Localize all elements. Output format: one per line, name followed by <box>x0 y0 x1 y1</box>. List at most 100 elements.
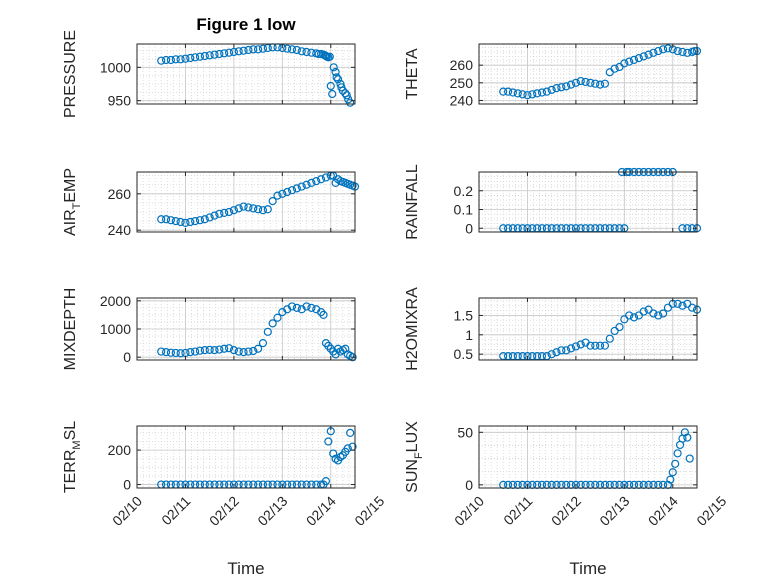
data-point <box>346 98 355 107</box>
data-point <box>215 209 224 218</box>
data-point <box>336 452 345 462</box>
data-point <box>220 208 229 218</box>
x-tick-label: 02/13 <box>254 493 290 529</box>
data-point <box>566 80 576 89</box>
data-point <box>157 56 166 65</box>
data-point <box>605 334 614 343</box>
data-point <box>312 176 321 186</box>
data-point <box>513 89 522 98</box>
data-point <box>685 454 694 463</box>
data-point <box>191 216 200 226</box>
data-point <box>547 85 556 94</box>
data-point <box>263 205 272 214</box>
data-point <box>176 349 185 358</box>
data-point <box>654 311 663 320</box>
data-point <box>302 180 311 189</box>
y-axis-label: PRESSURE <box>62 30 79 118</box>
data-point <box>220 344 229 353</box>
data-point <box>523 91 532 100</box>
data-point <box>302 47 311 57</box>
data-point <box>166 348 176 357</box>
y-tick-label: 200 <box>108 442 132 458</box>
data-point <box>576 76 585 86</box>
data-point <box>283 187 292 197</box>
data-point <box>639 52 648 61</box>
data-point <box>683 433 692 442</box>
y-tick-label: 950 <box>108 93 132 109</box>
y-tick-label: 2000 <box>100 293 131 309</box>
data-point <box>321 477 331 486</box>
data-point <box>191 347 200 356</box>
subplot-sunlux: 0 50 SUNFLUX 02/10 02/11 02/12 02/13 02/14 02/15 <box>404 421 729 529</box>
data-point <box>343 444 352 453</box>
data-point <box>244 347 253 356</box>
data-point <box>610 64 619 73</box>
x-tick-label: 02/11 <box>500 493 536 529</box>
data-point <box>329 63 338 72</box>
data-point <box>658 45 668 54</box>
data-point <box>292 45 301 55</box>
data-point <box>268 196 277 206</box>
data-point <box>596 341 605 350</box>
data-point <box>673 449 682 458</box>
data-point <box>668 468 677 477</box>
data-point <box>244 45 253 55</box>
subplot-airemp: 240 260 AIRTEMP <box>62 168 360 238</box>
y-axis-label-main: AIR <box>62 209 79 236</box>
subplot-h2omixra: 0.5 1 1.5 H2OMIXRA <box>404 287 702 371</box>
data-point <box>302 302 311 311</box>
data-point <box>683 48 692 57</box>
x-tick-label: 02/14 <box>645 493 681 529</box>
data-point <box>542 87 551 96</box>
data-point <box>537 88 547 97</box>
data-point <box>600 79 610 88</box>
data-point <box>503 87 513 96</box>
data-point <box>331 67 340 77</box>
data-point <box>581 77 590 87</box>
data-point <box>644 305 653 314</box>
data-point <box>321 173 331 182</box>
data-point <box>629 313 639 322</box>
data-point <box>287 45 297 54</box>
data-point <box>547 350 556 359</box>
data-point <box>186 348 195 357</box>
y-tick-label: 1000 <box>100 321 131 337</box>
data-point <box>200 346 209 355</box>
data-point <box>224 207 234 217</box>
y-tick-label: 1 <box>465 327 473 343</box>
y-tick-label: 0.1 <box>454 202 474 218</box>
data-point <box>671 459 680 468</box>
data-point <box>254 45 263 54</box>
y-axis-label: MIXDEPTH <box>62 288 79 371</box>
data-point <box>571 78 580 87</box>
data-point <box>533 89 542 98</box>
x-tick-label: 02/11 <box>158 493 194 529</box>
data-point <box>297 182 306 191</box>
data-point <box>157 347 166 356</box>
data-point <box>678 301 687 310</box>
y-axis-label-tail: SL <box>62 421 79 441</box>
data-point <box>210 346 219 355</box>
y-axis-label-main: PRESSURE <box>62 30 79 118</box>
data-point <box>161 215 171 224</box>
data-point <box>181 54 190 63</box>
data-point <box>229 346 238 355</box>
data-point <box>683 299 692 308</box>
data-point <box>552 348 561 357</box>
data-point <box>249 204 258 213</box>
data-point <box>332 73 341 82</box>
data-point <box>333 75 343 84</box>
data-point <box>654 46 663 56</box>
data-point <box>244 203 253 212</box>
axes-box <box>136 43 356 105</box>
x-tick-label: 02/15 <box>351 493 387 529</box>
data-point <box>224 344 234 353</box>
data-point <box>229 47 238 57</box>
data-point <box>586 78 595 87</box>
data-point <box>680 428 689 437</box>
data-point <box>239 202 248 211</box>
data-point <box>644 50 653 59</box>
data-point <box>195 346 205 355</box>
data-point <box>673 46 682 56</box>
data-point <box>678 47 687 57</box>
